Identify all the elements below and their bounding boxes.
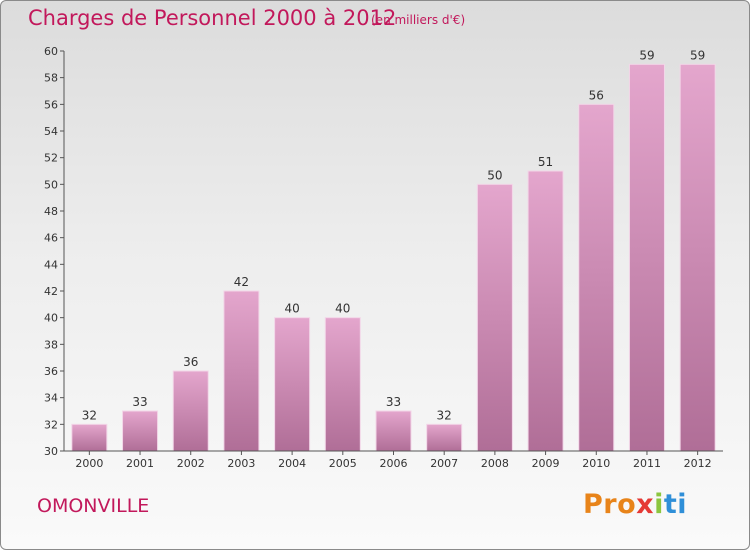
- data-label: 59: [639, 48, 654, 62]
- x-tick-label: 2005: [329, 457, 357, 470]
- x-tick-label: 2009: [532, 457, 560, 470]
- y-axis: 30 32 34 36 38 40 42 44 46 48 50 52 54 56 58 60: [44, 45, 65, 458]
- x-tick-label: 2000: [75, 457, 103, 470]
- bar: [274, 317, 311, 452]
- x-tick-label: 2006: [380, 457, 408, 470]
- chart-title: Charges de Personnel 2000 à 2012: [28, 6, 397, 30]
- y-tick-label: 48: [44, 205, 58, 218]
- x-tick-label: 2012: [684, 457, 712, 470]
- y-tick-label: 58: [44, 72, 58, 85]
- commune-name: OMONVILLE: [37, 495, 150, 517]
- bar: [71, 423, 108, 452]
- data-label: 59: [690, 48, 705, 62]
- y-tick-label: 60: [44, 45, 58, 58]
- y-tick-label: 42: [44, 285, 58, 298]
- data-label: 50: [487, 168, 502, 182]
- x-tick-label: 2001: [126, 457, 154, 470]
- y-tick-label: 32: [44, 418, 58, 431]
- x-tick-label: 2002: [177, 457, 205, 470]
- x-tick-label: 2004: [278, 457, 306, 470]
- bar: [223, 290, 260, 452]
- bar: [578, 103, 615, 452]
- y-tick-label: 52: [44, 152, 58, 165]
- logo-part-2: x: [636, 489, 655, 520]
- bar: [679, 63, 716, 452]
- data-label: 40: [335, 302, 350, 316]
- y-tick-label: 34: [44, 392, 58, 405]
- logo-part-4: ti: [663, 489, 688, 520]
- bar: [527, 170, 564, 452]
- y-tick-label: 36: [44, 365, 58, 378]
- bar: [172, 370, 209, 452]
- data-label: 32: [437, 408, 452, 422]
- x-tick-label: 2010: [582, 457, 610, 470]
- x-tick-label: 2007: [430, 457, 458, 470]
- data-label: 33: [386, 395, 401, 409]
- data-label: 32: [82, 408, 97, 422]
- y-tick-label: 30: [44, 445, 58, 458]
- data-label: 33: [132, 395, 147, 409]
- bar: [122, 410, 159, 452]
- bars: 32 33 36 42 40 40 33 32 50 51 56 59 59: [71, 48, 716, 452]
- data-label: 51: [538, 155, 553, 169]
- data-label: 36: [183, 355, 198, 369]
- chart-subtitle: (en milliers d'€): [371, 13, 466, 27]
- y-tick-label: 50: [44, 178, 58, 191]
- y-tick-label: 54: [44, 125, 58, 138]
- logo-part-1: Pro: [583, 489, 637, 520]
- bar: [476, 183, 513, 452]
- y-tick-label: 46: [44, 232, 58, 245]
- y-tick-label: 56: [44, 98, 58, 111]
- bar: [426, 423, 463, 452]
- x-tick-label: 2011: [633, 457, 661, 470]
- y-tick-label: 40: [44, 312, 58, 325]
- bar: [375, 410, 412, 452]
- data-label: 56: [589, 88, 604, 102]
- data-label: 40: [284, 302, 299, 316]
- proxiti-logo: Proxiti: [583, 489, 687, 520]
- logo-part-3: i: [654, 489, 664, 520]
- y-tick-label: 44: [44, 258, 58, 271]
- x-tick-label: 2003: [227, 457, 255, 470]
- y-tick-label: 38: [44, 338, 58, 351]
- bar: [628, 63, 665, 452]
- bar: [324, 317, 361, 452]
- data-label: 42: [234, 275, 249, 289]
- x-tick-label: 2008: [481, 457, 509, 470]
- x-axis: 2000 2001 2002 2003 2004 2005 2006 2007 2008 2009…: [64, 450, 723, 470]
